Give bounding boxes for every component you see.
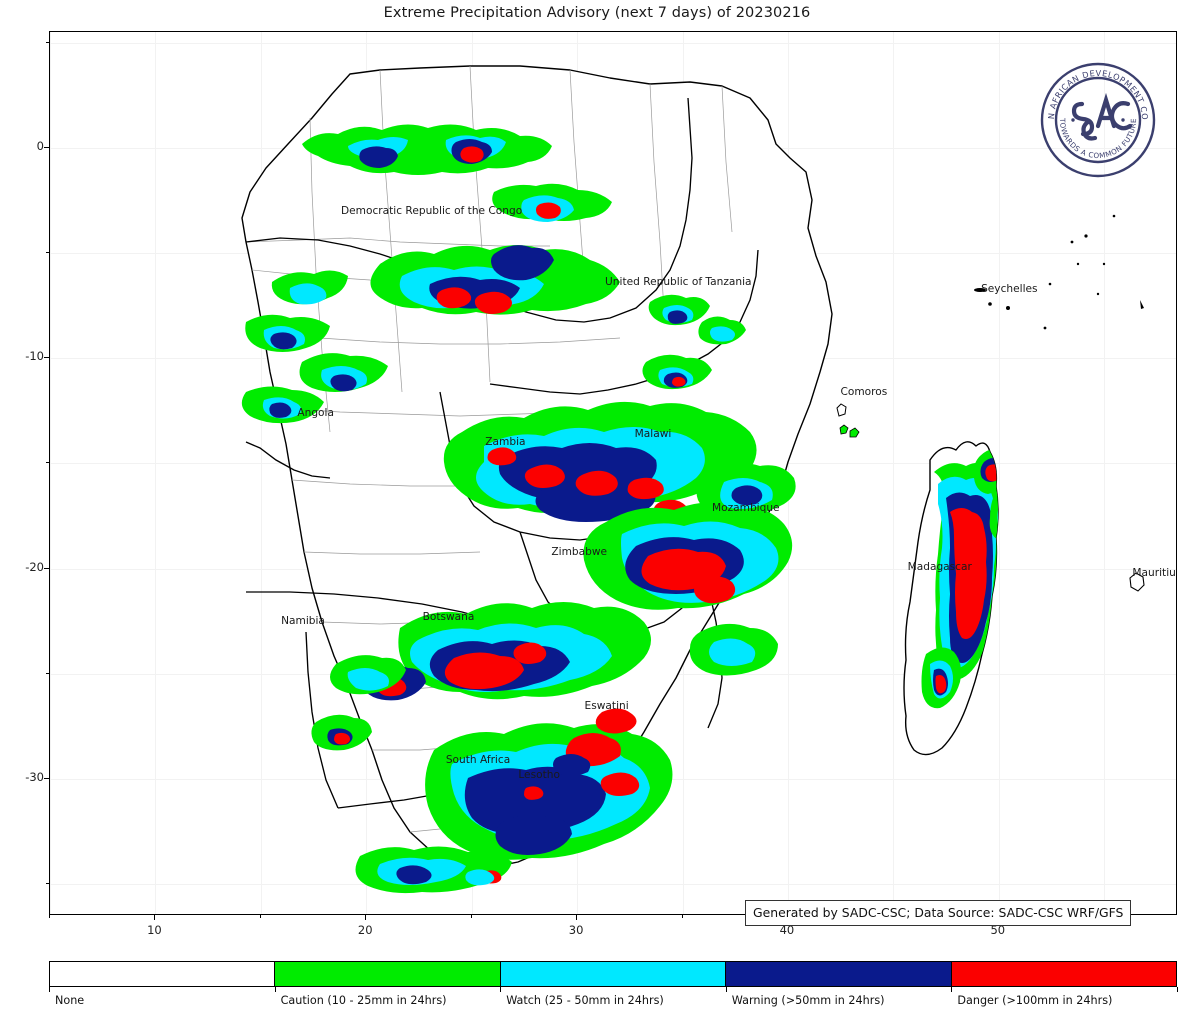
- gridline-vertical: [260, 32, 262, 914]
- precip-ne-drc: [492, 183, 612, 222]
- gridline-horizontal: [50, 42, 1176, 44]
- colorbar-segment-2: [500, 962, 727, 986]
- precip-madagascar: [921, 449, 998, 709]
- map-clip: Democratic Republic of the Congo United R…: [50, 32, 1176, 914]
- x-tick-label: 20: [357, 923, 373, 937]
- y-tick-minor: [46, 252, 49, 253]
- precip-tanzania: [642, 294, 746, 390]
- svg-text:SOUTHERN AFRICAN DEVELOPMENT C: SOUTHERN AFRICAN DEVELOPMENT COMMUNITY: [1036, 58, 1150, 121]
- y-tick-minor: [46, 672, 49, 674]
- x-tick-minor: [470, 915, 472, 918]
- colorbar-label-0: None: [55, 994, 85, 1007]
- x-tick-major: [576, 915, 578, 920]
- y-tick-minor: [46, 41, 49, 43]
- colorbar-label-4: Danger (>100mm in 24hrs): [957, 994, 1113, 1007]
- gridline-vertical: [1104, 32, 1106, 914]
- x-tick-minor: [49, 915, 50, 918]
- map-graphic: [241, 65, 1145, 894]
- sadc-logo: SOUTHERN AFRICAN DEVELOPMENT COMMUNITY T…: [1032, 50, 1160, 182]
- map-plot-area: Democratic Republic of the Congo United R…: [49, 31, 1177, 915]
- precip-south-africa: [425, 708, 673, 860]
- y-tick-label: -10: [25, 349, 44, 364]
- colorbar-label-3: Warning (>50mm in 24hrs): [731, 994, 885, 1007]
- x-tick-major: [365, 915, 367, 920]
- colorbar-tick: [725, 987, 727, 992]
- precip-zambia-malawi: [443, 401, 757, 522]
- page-title: Extreme Precipitation Advisory (next 7 d…: [383, 5, 811, 21]
- y-tick-major: [44, 778, 49, 780]
- colorbar-segment-3: [726, 962, 952, 986]
- precip-zimbabwe-botswana: [311, 602, 651, 751]
- y-tick-major: [44, 567, 49, 569]
- y-tick-minor: [46, 883, 49, 885]
- colorbar-tick: [500, 987, 502, 992]
- precip-drc-north: [302, 124, 552, 175]
- gridline-vertical: [998, 32, 1000, 914]
- precipitation-field: [241, 124, 1145, 894]
- gridline-vertical: [155, 32, 157, 914]
- y-tick-label: 0: [36, 138, 44, 153]
- precip-cape-coast: [355, 846, 512, 894]
- y-tick-minor: [46, 462, 49, 464]
- colorbar-segment-4: [951, 962, 1177, 986]
- x-tick-label: 40: [779, 923, 795, 937]
- gridline-horizontal: [50, 884, 1176, 886]
- y-tick-label: -30: [25, 770, 44, 785]
- x-tick-minor: [681, 915, 683, 918]
- y-tick-label: -20: [25, 559, 44, 574]
- colorbar-tick: [274, 987, 276, 992]
- precip-mozambique-coast: [689, 463, 796, 676]
- logo-outer-text: SOUTHERN AFRICAN DEVELOPMENT COMMUNITY: [1032, 50, 1149, 121]
- gridline-vertical: [893, 32, 895, 914]
- colorbar-tick: [1177, 987, 1178, 992]
- precip-mozambique-central: [583, 502, 793, 610]
- x-tick-label: 30: [568, 923, 584, 937]
- colorbar-segment-1: [275, 962, 501, 986]
- x-tick-label: 10: [147, 923, 162, 937]
- x-tick-minor: [259, 915, 261, 918]
- colorbar-segment-0: [50, 962, 276, 986]
- colorbar-label-1: Caution (10 - 25mm in 24hrs): [280, 994, 447, 1007]
- x-tick-label: 50: [990, 923, 1006, 937]
- precip-central-drc: [370, 245, 620, 315]
- colorbar: [49, 961, 1177, 987]
- x-tick-major: [154, 915, 156, 920]
- colorbar-tick: [49, 987, 50, 992]
- islands: [836, 214, 1145, 592]
- colorbar-label-2: Watch (25 - 50mm in 24hrs): [506, 994, 664, 1007]
- precip-west-coast: [241, 270, 388, 424]
- y-tick-major: [44, 357, 49, 359]
- colorbar-tick: [951, 987, 953, 992]
- y-tick-major: [44, 146, 49, 148]
- gridline-vertical: [50, 32, 51, 914]
- attribution-box: Generated by SADC-CSC; Data Source: SADC…: [745, 900, 1132, 926]
